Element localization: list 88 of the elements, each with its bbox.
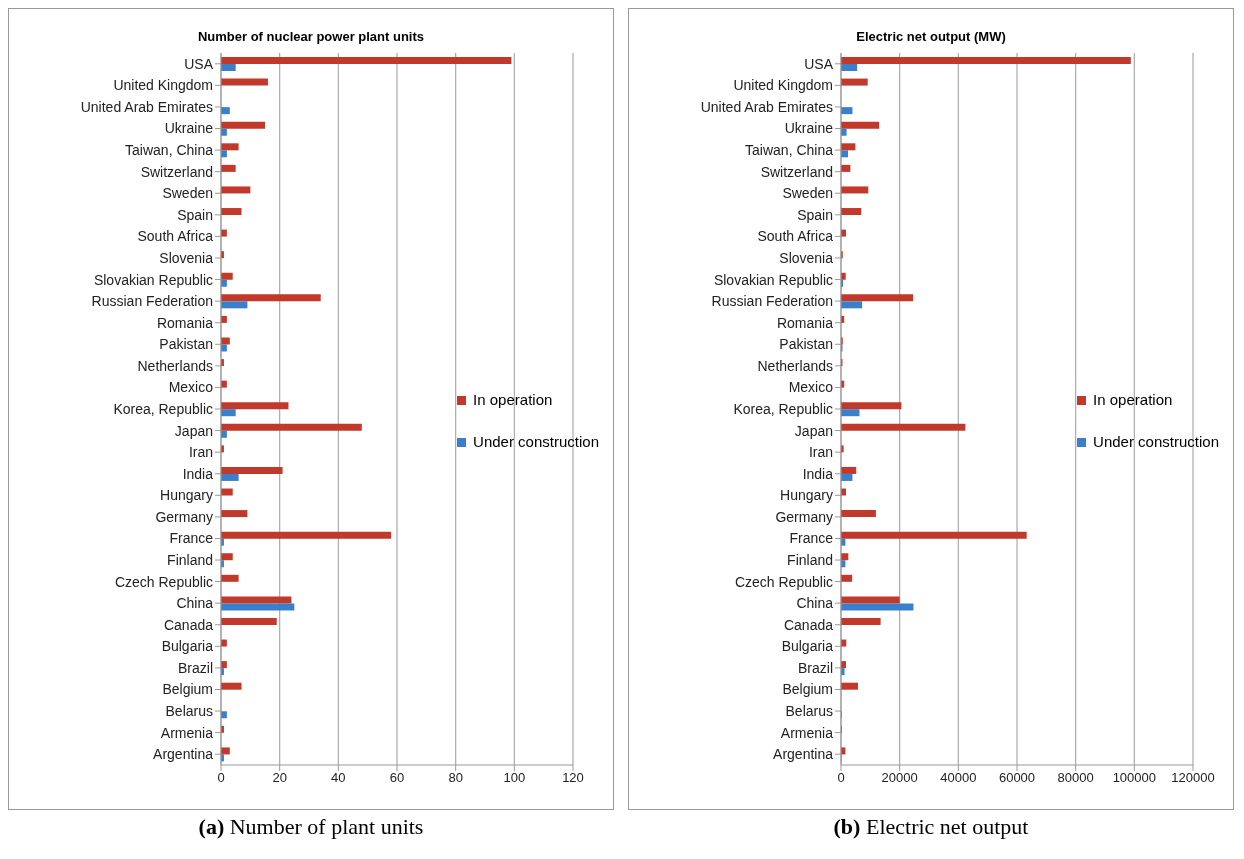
x-tick-label: 80000	[1057, 770, 1094, 786]
y-tick-label: Belgium	[162, 681, 213, 698]
x-tick-label: 40	[331, 770, 346, 786]
y-tick-label: Russian Federation	[91, 293, 213, 310]
y-tick-label: Slovakian Republic	[713, 271, 833, 288]
y-tick-label: Slovenia	[779, 249, 834, 266]
y-tick-label: Switzerland	[140, 163, 213, 180]
y-tick-label: Slovakian Republic	[93, 271, 213, 288]
text: (b) Electric net output	[832, 814, 1030, 840]
y-tick-label: Netherlands	[757, 357, 833, 374]
y-tick-label: Hungary	[780, 487, 833, 504]
y-tick-label: Argentina	[153, 746, 214, 763]
y-tick-label: Romania	[156, 314, 214, 331]
y-tick-label: Hungary	[160, 487, 213, 504]
chart-title: Number of nuclear power plant units	[196, 29, 426, 46]
legend-label: In operation	[473, 390, 553, 410]
y-tick-label: Korea, Republic	[733, 400, 833, 417]
y-tick-label: Pakistan	[159, 336, 213, 353]
y-tick-label: Argentina	[773, 746, 834, 763]
x-tick-label: 20	[272, 770, 287, 786]
y-tick-label: Canada	[163, 616, 214, 633]
y-tick-label: Germany	[155, 508, 213, 525]
y-tick-label: Finland	[167, 552, 213, 568]
text: (a) Number of plant units	[197, 814, 425, 840]
y-tick-label: Bulgaria	[161, 638, 214, 655]
y-tick-label: United Arab Emirates	[80, 98, 213, 115]
y-tick-label: Armenia	[780, 724, 834, 741]
x-tick-label: 20000	[881, 770, 918, 786]
legend-label: Under construction	[1093, 432, 1219, 452]
y-tick-label: Japan	[794, 422, 833, 439]
legend-label: In operation	[1093, 390, 1173, 410]
y-tick-label: Brazil	[797, 659, 833, 676]
y-tick-label: Brazil	[177, 659, 213, 676]
y-tick-label: Sweden	[162, 185, 213, 202]
y-tick-label: USA	[804, 55, 834, 72]
y-tick-label: Korea, Republic	[113, 400, 213, 417]
y-tick-label: Belarus	[165, 703, 213, 720]
x-tick-label: 80	[448, 770, 463, 786]
x-tick-label: 60000	[998, 770, 1036, 786]
y-tick-label: United Arab Emirates	[700, 98, 833, 115]
y-tick-label: United Kingdom	[733, 77, 833, 94]
y-tick-label: Belarus	[785, 703, 833, 720]
legend-label: Under construction	[473, 432, 599, 452]
y-tick-label: South Africa	[137, 228, 214, 245]
y-tick-label: Belgium	[782, 681, 833, 698]
y-tick-label: Czech Republic	[734, 573, 833, 590]
y-tick-label: Finland	[787, 552, 833, 568]
y-tick-label: South Africa	[757, 228, 834, 245]
y-tick-label: Ukraine	[164, 120, 214, 137]
y-tick-label: Romania	[776, 314, 834, 331]
y-tick-label: Czech Republic	[114, 573, 213, 590]
y-tick-label: Armenia	[160, 724, 214, 741]
y-tick-label: India	[802, 465, 834, 482]
y-tick-label: Sweden	[782, 185, 833, 202]
x-tick-label: 0	[217, 770, 225, 786]
y-tick-label: Switzerland	[760, 163, 833, 180]
y-tick-label: Taiwan, China	[125, 142, 214, 159]
y-tick-label: China	[796, 595, 834, 612]
y-tick-label: China	[176, 595, 214, 612]
x-tick-label: 0	[837, 770, 845, 786]
y-tick-label: France	[169, 530, 214, 547]
y-tick-label: Spain	[797, 206, 833, 223]
chart-title: Electric net output (MW)	[855, 29, 1007, 46]
y-tick-label: USA	[184, 55, 214, 72]
y-tick-label: France	[789, 530, 834, 547]
y-tick-label: Canada	[783, 616, 834, 633]
y-tick-label: Japan	[174, 422, 213, 439]
x-tick-label: 100000	[1112, 770, 1157, 786]
y-tick-label: Russian Federation	[711, 293, 833, 310]
x-tick-label: 40000	[940, 770, 977, 786]
y-tick-label: India	[182, 465, 214, 482]
y-tick-label: Slovenia	[159, 249, 214, 266]
y-tick-label: Mexico	[168, 379, 214, 396]
x-tick-label: 60	[389, 770, 405, 786]
x-tick-label: 120	[562, 770, 584, 786]
y-tick-label: Pakistan	[779, 336, 833, 353]
x-tick-label: 120000	[1171, 770, 1215, 786]
y-tick-label: United Kingdom	[113, 77, 213, 94]
y-tick-label: Taiwan, China	[745, 142, 834, 159]
y-tick-label: Mexico	[788, 379, 834, 396]
x-tick-label: 100	[503, 770, 526, 786]
y-tick-label: Bulgaria	[781, 638, 834, 655]
y-tick-label: Iran	[188, 444, 213, 461]
y-tick-label: Ukraine	[784, 120, 834, 137]
y-tick-label: Germany	[775, 508, 833, 525]
y-tick-label: Iran	[808, 444, 833, 461]
y-tick-label: Spain	[177, 206, 213, 223]
y-tick-label: Netherlands	[137, 357, 213, 374]
